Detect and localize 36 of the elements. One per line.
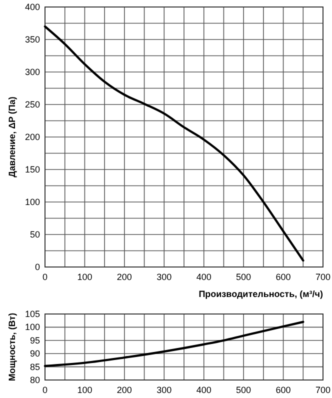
- x-tick-label: 700: [315, 385, 331, 395]
- x-tick-label: 200: [116, 272, 132, 282]
- x-tick-label: 300: [156, 272, 172, 282]
- x-tick-label: 200: [116, 385, 132, 395]
- y-tick-label: 90: [30, 348, 40, 359]
- y-tick-label: 105: [24, 309, 40, 319]
- y-tick-label: 100: [24, 197, 40, 207]
- x-tick-label: 0: [42, 385, 48, 395]
- x-tick-label: 400: [196, 272, 212, 282]
- x-tick-label: 500: [236, 272, 252, 282]
- x-tick-label: 500: [236, 385, 252, 395]
- y-tick-label: 0: [34, 262, 40, 272]
- y-tick-label: 50: [30, 230, 40, 240]
- y-axis-title: Мощность, (Вт): [7, 312, 17, 382]
- x-tick-label: 400: [196, 385, 212, 395]
- line-series: [44, 320, 304, 368]
- y-tick-label: 100: [24, 322, 40, 332]
- y-tick-label: 200: [24, 132, 40, 142]
- y-axis-title: Давление, ΔP (Па): [7, 96, 17, 178]
- x-tick-label: 100: [77, 272, 92, 282]
- y-tick-label: 400: [24, 2, 40, 12]
- y-tick-label: 300: [24, 67, 40, 77]
- line-series: [44, 25, 304, 262]
- x-tick-label: 600: [276, 385, 291, 395]
- x-tick-label: 0: [42, 272, 48, 282]
- x-tick-label: 100: [77, 385, 92, 395]
- x-tick-label: 700: [315, 272, 331, 282]
- y-tick-label: 250: [24, 100, 40, 110]
- y-tick-label: 150: [24, 164, 40, 174]
- y-tick-label: 80: [30, 375, 40, 385]
- y-tick-label: 85: [30, 362, 40, 372]
- y-tick-label: 350: [24, 34, 40, 44]
- x-tick-label: 300: [156, 385, 172, 395]
- y-tick-label: 95: [30, 335, 40, 346]
- x-axis-title: Производительность, (м³/ч): [198, 289, 323, 299]
- x-tick-label: 600: [276, 272, 291, 282]
